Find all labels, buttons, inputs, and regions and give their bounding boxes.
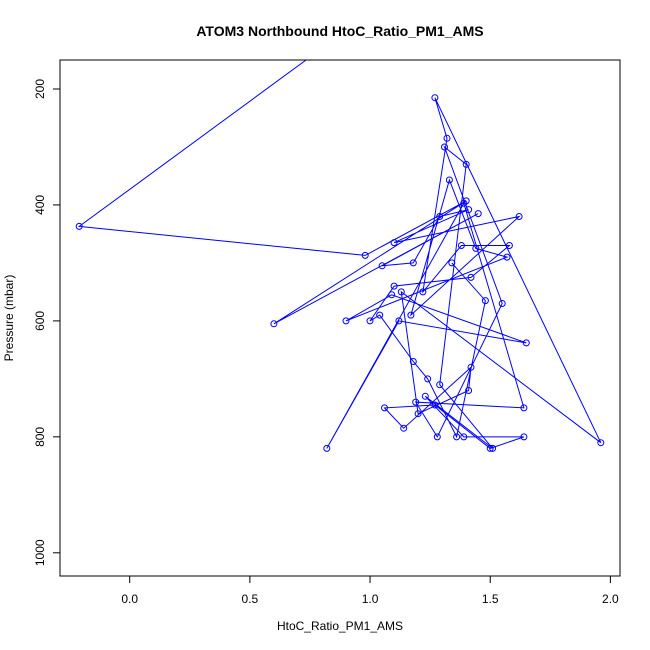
data-point (462, 197, 470, 205)
data-point (378, 262, 386, 270)
data-point (409, 259, 417, 267)
y-axis-label: Pressure (mbar) (2, 275, 16, 362)
y-tick-label: 600 (33, 311, 47, 331)
data-point (522, 339, 530, 347)
data-point (465, 387, 473, 394)
data-point (388, 291, 396, 299)
data-point (460, 433, 468, 441)
data-point (409, 358, 417, 365)
data-point (467, 363, 475, 371)
data-point (441, 143, 448, 151)
data-point (597, 439, 605, 447)
data-point (308, 60, 312, 61)
data-point (474, 210, 482, 218)
data-point (460, 199, 468, 207)
data-point (342, 317, 350, 325)
series-layer (75, 60, 605, 452)
y-tick-label: 800 (33, 427, 47, 447)
data-point (453, 433, 461, 441)
data-point (486, 444, 494, 452)
x-tick-label: 1.0 (362, 592, 379, 606)
x-tick-label: 2.0 (602, 592, 619, 606)
x-axis-label: HtoC_Ratio_PM1_AMS (277, 619, 403, 633)
data-point (424, 375, 432, 383)
data-point (503, 253, 511, 261)
data-point (414, 410, 422, 418)
data-point (448, 259, 456, 267)
data-point (361, 251, 369, 259)
data-point (431, 401, 439, 409)
data-point (366, 317, 374, 325)
data-point (323, 444, 331, 452)
chart-title: ATOM3 Northbound HtoC_Ratio_PM1_AMS (196, 23, 483, 39)
data-point (397, 288, 405, 296)
data-point (462, 160, 470, 168)
data-point (390, 282, 398, 290)
data-point (467, 273, 475, 281)
data-point (489, 444, 497, 452)
data-point (390, 239, 398, 247)
data-point (412, 398, 420, 406)
x-axis: 0.0 0.5 1.0 1.5 2.0 (121, 575, 619, 606)
y-tick-label: 200 (33, 79, 47, 99)
data-point (520, 404, 528, 412)
x-tick-label: 0.5 (242, 592, 259, 606)
data-point (395, 317, 403, 325)
data-point (433, 433, 441, 441)
data-point (472, 244, 480, 252)
data-point (498, 300, 506, 307)
data-point (457, 242, 465, 249)
plot-frame (59, 59, 621, 577)
x-tick-label: 0.0 (121, 592, 138, 606)
y-tick-label: 1000 (33, 539, 47, 566)
data-point (419, 288, 427, 296)
data-point (436, 381, 444, 389)
data-point (515, 213, 523, 220)
data-point (431, 94, 439, 102)
data-point (505, 242, 513, 249)
data-point (445, 176, 453, 184)
y-tick-label: 400 (33, 195, 47, 215)
series-line (77, 60, 602, 449)
x-tick-label: 1.5 (482, 592, 499, 606)
data-point (400, 424, 408, 432)
data-point (465, 206, 473, 214)
data-point (407, 311, 415, 319)
data-point (381, 404, 388, 412)
y-axis: 200 400 600 800 1000 (33, 79, 61, 566)
data-point (520, 433, 528, 441)
data-point (421, 392, 429, 400)
data-point (481, 297, 489, 305)
data-point (376, 311, 384, 319)
data-point (436, 213, 444, 220)
data-point (75, 222, 83, 230)
data-point (270, 320, 278, 328)
data-point (443, 134, 451, 142)
